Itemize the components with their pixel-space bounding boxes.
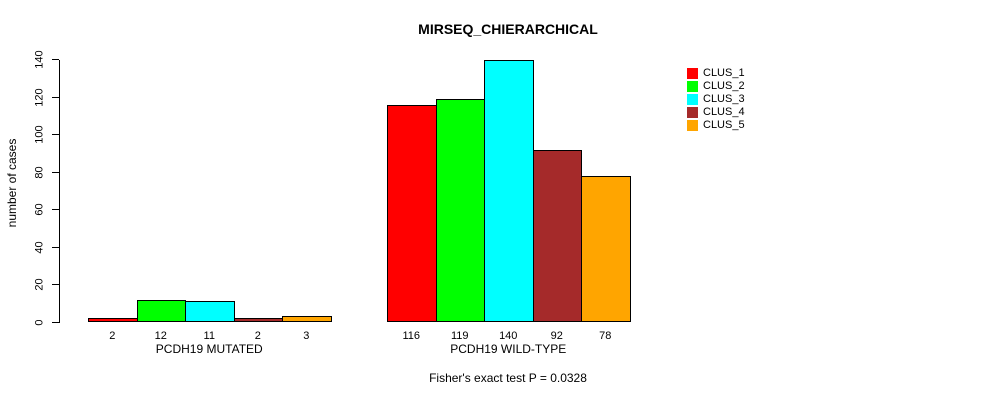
y-axis-label: number of cases xyxy=(5,138,19,228)
bar-clus_4-group1 xyxy=(233,318,283,322)
y-tick-label: 100 xyxy=(33,125,46,144)
legend-swatch-clus_4 xyxy=(687,107,698,118)
legend-swatch-clus_3 xyxy=(687,94,698,105)
bar-clus_2-group1 xyxy=(136,299,186,322)
legend-swatch-clus_2 xyxy=(687,81,698,92)
legend-item: CLUS_5 xyxy=(687,119,745,132)
legend-swatch-clus_5 xyxy=(687,120,698,131)
y-tick-mark xyxy=(52,284,59,285)
chart-title: MIRSEQ_CHIERARCHICAL xyxy=(418,21,598,37)
bar-value-label: 116 xyxy=(402,330,421,342)
y-tick-label: 20 xyxy=(33,278,46,291)
legend-item-label: CLUS_3 xyxy=(703,93,745,105)
y-tick-label: 0 xyxy=(33,318,46,326)
legend-item-label: CLUS_1 xyxy=(703,67,745,79)
y-tick-mark xyxy=(52,321,59,323)
bar-clus_5-group1 xyxy=(282,316,332,322)
y-tick-mark xyxy=(52,96,59,98)
group-label-2: PCDH19 WILD-TYPE xyxy=(450,342,567,356)
bar-clus_1-group2 xyxy=(387,104,437,322)
y-tick-mark xyxy=(52,134,59,135)
bar-value-label: 2 xyxy=(254,330,261,342)
bar-clus_1-group1 xyxy=(88,318,138,322)
legend-item: CLUS_4 xyxy=(687,106,745,119)
bar-clus_4-group2 xyxy=(532,149,582,322)
bar-value-label: 92 xyxy=(550,330,563,342)
legend-item: CLUS_2 xyxy=(687,80,745,93)
bar-clus_3-group1 xyxy=(185,301,235,322)
legend-item: CLUS_1 xyxy=(687,67,745,80)
group-label-1: PCDH19 MUTATED xyxy=(155,342,263,356)
bar-value-label: 3 xyxy=(303,330,310,342)
y-tick-label: 40 xyxy=(33,240,46,254)
bar-value-label: 78 xyxy=(599,330,612,342)
bar-value-label: 119 xyxy=(450,330,469,342)
bar-clus_3-group2 xyxy=(484,59,534,322)
y-tick-label: 120 xyxy=(33,87,46,107)
bar-value-label: 12 xyxy=(154,330,167,342)
bar-value-label: 11 xyxy=(203,330,215,342)
y-tick-mark xyxy=(52,171,59,173)
bar-clus_5-group2 xyxy=(581,175,631,322)
legend-swatch-clus_1 xyxy=(687,68,698,79)
legend: CLUS_1 CLUS_2 CLUS_3 CLUS_4 CLUS_5 xyxy=(687,67,745,132)
bar-value-label: 2 xyxy=(109,330,116,342)
chart-subtitle: Fisher's exact test P = 0.0328 xyxy=(429,371,587,385)
y-axis-line xyxy=(59,59,60,323)
bar-clus_2-group2 xyxy=(435,98,485,322)
y-tick-mark xyxy=(52,246,59,248)
y-tick-mark xyxy=(52,209,59,210)
legend-item: CLUS_3 xyxy=(687,93,745,106)
legend-item-label: CLUS_2 xyxy=(703,80,745,92)
y-tick-label: 60 xyxy=(33,203,46,216)
bar-value-label: 140 xyxy=(499,330,518,342)
y-tick-label: 140 xyxy=(33,50,46,69)
y-tick-mark xyxy=(52,59,59,60)
legend-item-label: CLUS_5 xyxy=(703,119,745,131)
y-tick-label: 80 xyxy=(33,165,46,179)
legend-item-label: CLUS_4 xyxy=(703,106,745,118)
